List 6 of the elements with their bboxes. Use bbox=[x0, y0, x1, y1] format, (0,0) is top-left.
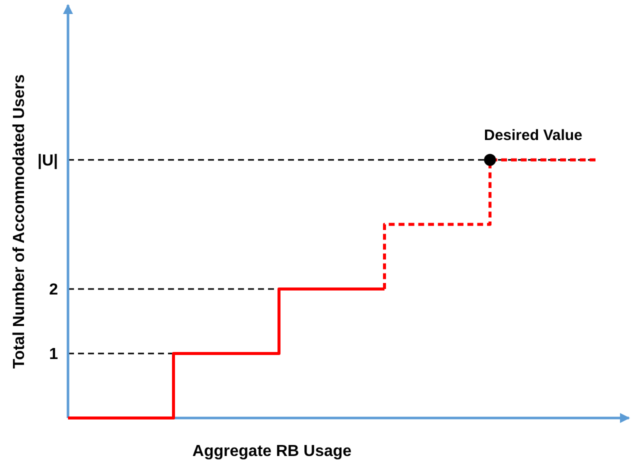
y-tick-label: |U| bbox=[37, 152, 58, 170]
annotation: Desired Value bbox=[484, 126, 582, 144]
y-tick-label: 2 bbox=[49, 282, 58, 299]
y-tick-label: 1 bbox=[49, 346, 58, 364]
x-axis-title: Aggregate RB Usage bbox=[192, 443, 352, 460]
y-axis-title: Total Number of Accommodated Users bbox=[11, 74, 28, 369]
